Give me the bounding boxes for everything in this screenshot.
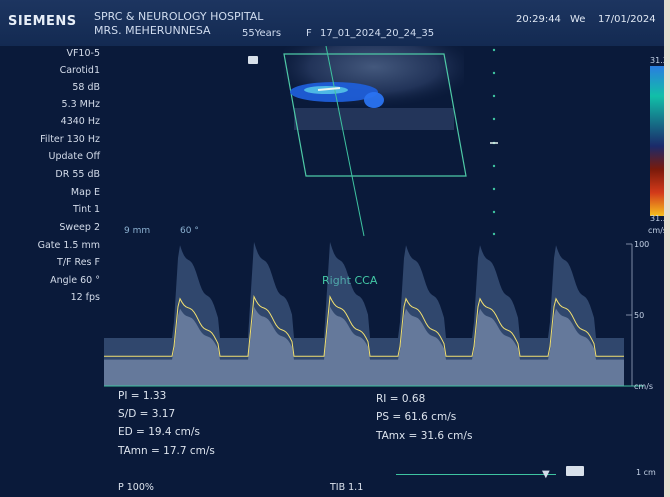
param-tf-res: T/F Res F [57, 257, 100, 268]
param-dynamic-range: DR 55 dB [55, 169, 100, 180]
spectrum-envelope [104, 242, 624, 386]
exam-date: 17/01/2024 [598, 14, 656, 25]
depth-label: 9 mm [124, 226, 151, 236]
baseline-unit-label: cm/s [634, 382, 654, 391]
scale-marker-icon: ▼ [542, 469, 550, 480]
measure-tamx: TAmx = 31.6 cm/s [376, 430, 473, 442]
length-scale-label: 1 cm [636, 468, 656, 477]
measure-ri: RI = 0.68 [376, 393, 426, 405]
screen-border [664, 0, 670, 497]
measurement-panel: PI = 1.33 S/D = 3.17 ED = 19.4 cm/s TAmn… [0, 388, 670, 497]
measure-ps: PS = 61.6 cm/s [376, 411, 457, 423]
measure-pi: PI = 1.33 [118, 390, 167, 402]
param-transducer: VF10-5 [66, 48, 100, 59]
sample-gate [317, 87, 341, 91]
hospital-name: SPRC & NEUROLOGY HOSPITAL [94, 10, 264, 23]
bmode-image [248, 46, 498, 237]
color-scale-bar [650, 66, 664, 226]
power-label: P 100% [118, 482, 154, 493]
patient-name: MRS. MEHERUNNESA [94, 24, 211, 37]
param-gain: 58 dB [72, 82, 100, 93]
param-tint: Tint 1 [73, 204, 100, 215]
header-bar: SIEMENS SPRC & NEUROLOGY HOSPITAL MRS. M… [0, 0, 670, 46]
measure-sd: S/D = 3.17 [118, 408, 176, 420]
velocity-mid-label: 50 [634, 311, 645, 320]
spectrum-core [104, 306, 624, 386]
patient-sex: F [306, 28, 312, 39]
color-scale-bottom: 31.3 [650, 214, 668, 223]
tissue-band [294, 108, 454, 130]
patient-age: 55Years [242, 28, 282, 39]
probe-marker-icon [248, 56, 258, 64]
weekday: We [570, 14, 586, 25]
vessel-label: Right CCA [322, 274, 378, 287]
velocity-max-label: 100 [634, 240, 650, 249]
param-frame-rate: 12 fps [70, 292, 100, 303]
frame-icon [566, 466, 584, 476]
angle-label: 60 ° [180, 226, 199, 236]
depth-scale [492, 48, 496, 236]
param-preset: Carotid1 [59, 65, 100, 76]
param-gate: Gate 1.5 mm [37, 240, 100, 251]
measure-tamn: TAmn = 17.7 cm/s [118, 445, 215, 457]
measure-ed: ED = 19.4 cm/s [118, 426, 200, 438]
color-box [283, 53, 467, 177]
param-prf: 4340 Hz [60, 116, 100, 127]
tib-label: TIB 1.1 [330, 482, 364, 493]
param-filter: Filter 130 Hz [40, 134, 100, 145]
parameter-panel: VF10-5 Carotid1 58 dB 5.3 MHz 4340 Hz Fi… [0, 46, 104, 316]
exam-id: 17_01_2024_20_24_35 [320, 28, 435, 39]
param-angle: Angle 60 ° [50, 275, 100, 286]
flow-region-2 [364, 92, 384, 108]
spectral-waveform [104, 242, 644, 387]
doppler-cursor [325, 46, 365, 237]
mean-velocity-trace [104, 294, 624, 357]
color-scale-unit: cm/s [648, 226, 668, 235]
clock-time: 20:29:44 [516, 14, 561, 25]
brand-logo: SIEMENS [8, 14, 77, 29]
param-map: Map E [70, 187, 100, 198]
length-scale-line [396, 474, 556, 475]
param-update: Update Off [48, 151, 100, 162]
param-sweep: Sweep 2 [59, 222, 100, 233]
param-frequency: 5.3 MHz [61, 99, 100, 110]
color-scale-top: 31.3 [650, 56, 668, 65]
